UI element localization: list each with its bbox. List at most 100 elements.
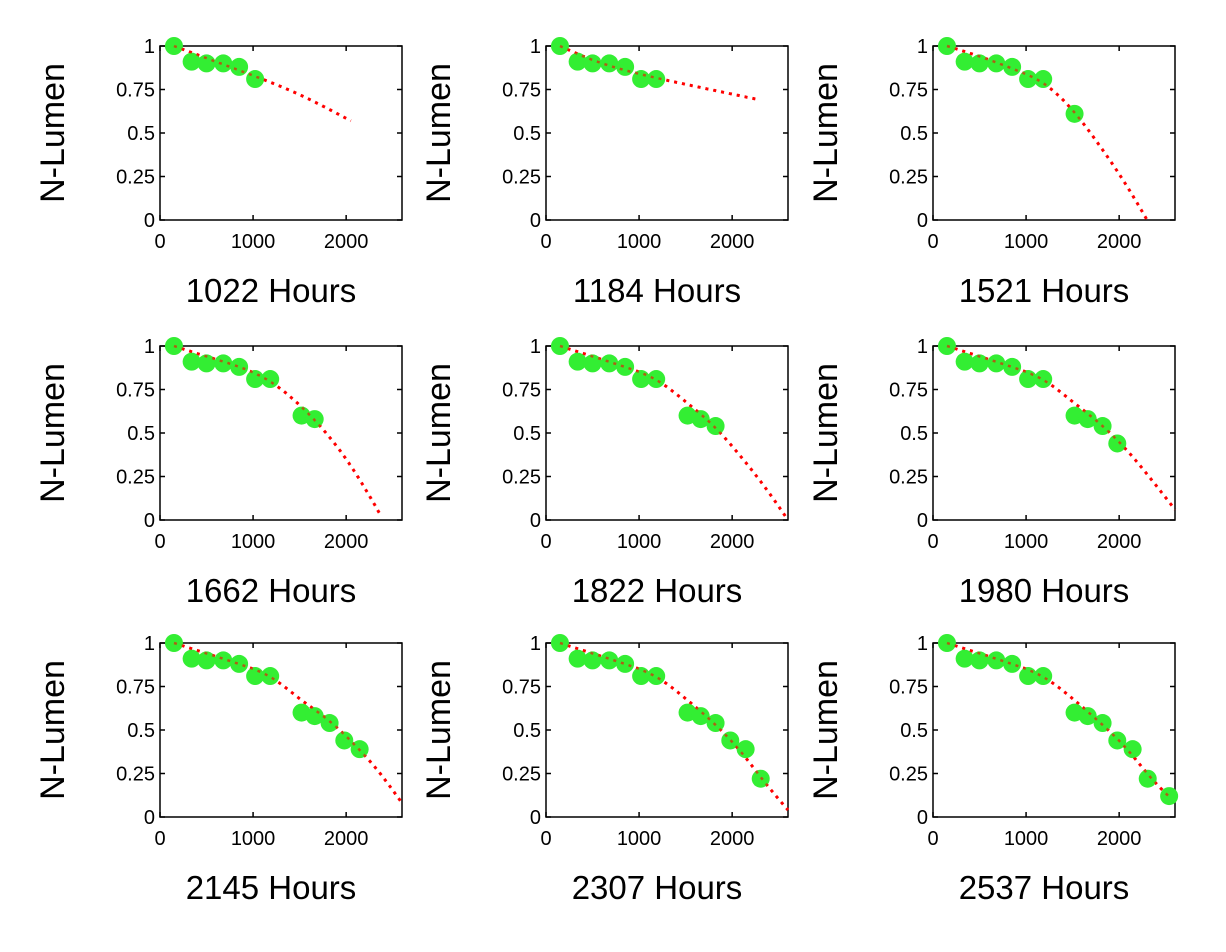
y-axis-label: N-Lumen bbox=[807, 63, 845, 203]
plot-frame bbox=[932, 345, 1176, 521]
subplot-2: 0 0.25 0.5 0.75 1 0 1000 2000 N-Lumen 1184 Hours bbox=[420, 36, 789, 309]
x-tick-label: 2000 bbox=[324, 828, 369, 850]
data-point bbox=[1138, 769, 1157, 788]
y-axis-label: N-Lumen bbox=[34, 660, 72, 800]
data-point bbox=[970, 651, 989, 670]
fit-line-overlay bbox=[946, 641, 1172, 799]
data-point bbox=[1003, 57, 1022, 76]
data-point bbox=[987, 54, 1006, 73]
y-tick-label: 0.5 bbox=[127, 423, 155, 445]
data-point bbox=[1078, 707, 1097, 726]
x-tick-label: 1000 bbox=[231, 531, 276, 553]
fit-line-overlay bbox=[946, 44, 1149, 220]
data-point bbox=[937, 634, 956, 652]
y-tick-label: 0 bbox=[144, 210, 155, 232]
data-point bbox=[182, 352, 201, 371]
data-point bbox=[261, 370, 280, 389]
y-tick-label: 0.75 bbox=[116, 380, 155, 402]
x-axis-label: 2307 Hours bbox=[572, 869, 743, 906]
data-point bbox=[1078, 410, 1097, 429]
plot-frame bbox=[159, 642, 403, 818]
data-point bbox=[1019, 70, 1038, 89]
x-tick-label: 2000 bbox=[710, 828, 755, 850]
data-point bbox=[197, 354, 216, 373]
data-point bbox=[214, 54, 233, 73]
data-point bbox=[987, 651, 1006, 670]
y-tick-label: 1 bbox=[144, 633, 155, 655]
y-tick-label: 0.25 bbox=[116, 467, 155, 489]
y-tick-label: 1 bbox=[530, 36, 541, 58]
data-point bbox=[1034, 667, 1053, 686]
x-tick-label: 2000 bbox=[710, 531, 755, 553]
data-point bbox=[970, 54, 989, 73]
data-point bbox=[214, 354, 233, 373]
x-tick-label: 2000 bbox=[1097, 531, 1142, 553]
data-point bbox=[550, 634, 569, 652]
data-point bbox=[1160, 787, 1179, 806]
data-point bbox=[164, 634, 183, 652]
data-point bbox=[616, 57, 635, 76]
data-point bbox=[691, 707, 710, 726]
x-tick-label: 0 bbox=[927, 828, 938, 850]
x-tick-label: 1000 bbox=[1004, 231, 1049, 253]
data-point bbox=[1108, 434, 1127, 453]
data-point bbox=[616, 357, 635, 376]
y-tick-label: 0.75 bbox=[116, 80, 155, 102]
y-tick-label: 0 bbox=[530, 807, 541, 829]
data-point bbox=[1034, 370, 1053, 389]
data-point bbox=[583, 651, 602, 670]
data-point bbox=[550, 337, 569, 355]
data-point bbox=[182, 52, 201, 71]
x-tick-label: 0 bbox=[540, 231, 551, 253]
data-point bbox=[182, 649, 201, 668]
data-point bbox=[600, 54, 619, 73]
y-tick-label: 0.75 bbox=[889, 677, 928, 699]
y-tick-label: 0.75 bbox=[889, 80, 928, 102]
fit-line-overlay bbox=[173, 641, 404, 804]
data-point bbox=[1003, 357, 1022, 376]
data-point bbox=[600, 651, 619, 670]
data-point bbox=[1093, 714, 1112, 733]
data-point bbox=[568, 649, 587, 668]
subplot-1: 0 0.25 0.5 0.75 1 0 1000 2000 N-Lumen 1022 Hours bbox=[34, 36, 403, 309]
data-point bbox=[246, 70, 265, 89]
subplot-4: 0 0.25 0.5 0.75 1 0 1000 2000 N-Lumen 1662 Hours bbox=[34, 336, 403, 609]
data-point bbox=[164, 337, 183, 355]
y-tick-label: 0 bbox=[144, 510, 155, 532]
y-tick-label: 0.5 bbox=[900, 123, 928, 145]
plot-frame bbox=[545, 345, 789, 521]
y-tick-label: 0 bbox=[917, 807, 928, 829]
data-point bbox=[335, 731, 354, 750]
x-tick-label: 0 bbox=[154, 828, 165, 850]
data-point bbox=[197, 651, 216, 670]
x-tick-label: 1000 bbox=[617, 828, 662, 850]
data-point bbox=[230, 57, 249, 76]
data-point bbox=[583, 54, 602, 73]
plot-frame bbox=[159, 345, 403, 521]
plot-frame bbox=[159, 45, 403, 221]
x-tick-label: 1000 bbox=[1004, 531, 1049, 553]
y-tick-label: 0.5 bbox=[127, 123, 155, 145]
y-tick-label: 0 bbox=[917, 210, 928, 232]
y-axis-label: N-Lumen bbox=[420, 660, 458, 800]
x-axis-label: 2145 Hours bbox=[186, 869, 357, 906]
x-tick-label: 2000 bbox=[1097, 231, 1142, 253]
data-point bbox=[970, 354, 989, 373]
y-tick-label: 1 bbox=[917, 633, 928, 655]
plot-frame bbox=[545, 45, 789, 221]
y-tick-label: 0.75 bbox=[502, 380, 541, 402]
y-tick-label: 0.5 bbox=[127, 720, 155, 742]
y-tick-label: 0.25 bbox=[116, 167, 155, 189]
data-point bbox=[550, 37, 569, 55]
data-point bbox=[647, 667, 666, 686]
subplot-6: 0 0.25 0.5 0.75 1 0 1000 2000 N-Lumen 1980 Hours bbox=[807, 336, 1177, 609]
subplot-8: 0 0.25 0.5 0.75 1 0 1000 2000 N-Lumen 2307 Hours bbox=[420, 633, 790, 906]
data-point bbox=[214, 651, 233, 670]
plot-frame bbox=[932, 45, 1176, 221]
data-point bbox=[230, 357, 249, 376]
data-point bbox=[1003, 654, 1022, 673]
x-axis-label: 2537 Hours bbox=[959, 869, 1130, 906]
y-tick-label: 0.75 bbox=[502, 80, 541, 102]
x-axis-label: 1184 Hours bbox=[573, 272, 741, 309]
